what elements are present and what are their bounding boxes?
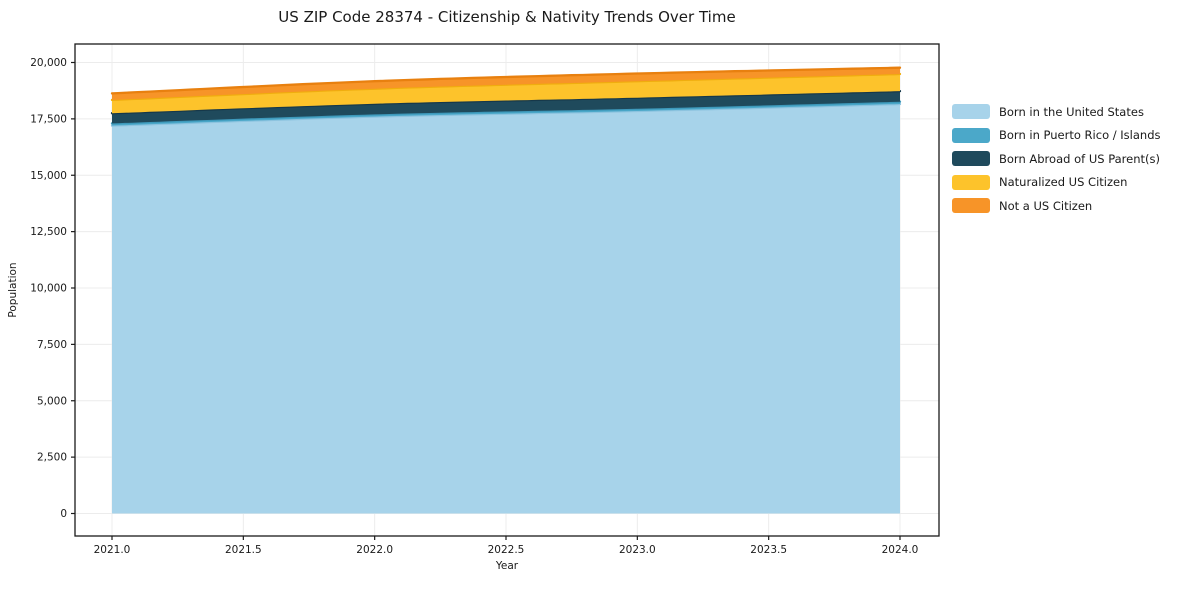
legend-label: Born Abroad of US Parent(s) bbox=[999, 151, 1160, 166]
legend-swatch bbox=[952, 151, 990, 166]
y-tick-label: 15,000 bbox=[30, 170, 67, 182]
area-born-abroad-of-us-parent-s bbox=[112, 91, 900, 124]
legend-label: Born in Puerto Rico / Islands bbox=[999, 128, 1161, 142]
x-axis-label: Year bbox=[495, 560, 519, 572]
y-axis-label: Population bbox=[7, 262, 19, 317]
legend-swatch bbox=[952, 127, 990, 143]
area-not-a-us-citizen bbox=[112, 67, 900, 100]
x-tick-label: 2021.0 bbox=[94, 544, 131, 556]
y-tick-label: 20,000 bbox=[30, 57, 67, 69]
chart-title: US ZIP Code 28374 - Citizenship & Nativi… bbox=[278, 8, 736, 26]
x-tick-label: 2022.0 bbox=[356, 544, 393, 556]
legend-item-not-a-us-citizen: Not a US Citizen bbox=[952, 198, 1161, 213]
legend-swatch bbox=[952, 104, 990, 119]
axes-frame bbox=[74, 43, 940, 537]
legend-swatch bbox=[952, 174, 990, 190]
x-tick-label: 2024.0 bbox=[882, 544, 919, 556]
legend: Born in the United States Born in Puerto … bbox=[952, 104, 1161, 213]
y-tick-label: 10,000 bbox=[30, 283, 67, 295]
legend-item-born-in-puerto-rico-islands: Born in Puerto Rico / Islands bbox=[952, 127, 1161, 143]
area-born-in-the-united-states bbox=[112, 104, 900, 514]
y-tick-label: 2,500 bbox=[37, 452, 67, 464]
legend-item-born-in-the-united-states: Born in the United States bbox=[952, 104, 1161, 119]
edge-line-not-a-us-citizen bbox=[110, 66, 902, 95]
y-tick-label: 5,000 bbox=[37, 395, 67, 407]
x-tick-label: 2023.0 bbox=[619, 544, 656, 556]
x-tick-label: 2023.5 bbox=[750, 544, 787, 556]
legend-swatch bbox=[952, 198, 990, 213]
area-naturalized-us-citizen bbox=[112, 74, 900, 114]
y-tick-label: 0 bbox=[60, 508, 67, 520]
y-tick-label: 17,500 bbox=[30, 113, 67, 125]
x-tick-label: 2021.5 bbox=[225, 544, 262, 556]
legend-label: Naturalized US Citizen bbox=[999, 175, 1128, 189]
legend-item-born-abroad-of-us-parent-s: Born Abroad of US Parent(s) bbox=[952, 151, 1161, 166]
legend-item-naturalized-us-citizen: Naturalized US Citizen bbox=[952, 174, 1161, 190]
legend-label: Born in the United States bbox=[999, 104, 1144, 119]
y-tick-label: 7,500 bbox=[37, 339, 67, 351]
legend-label: Not a US Citizen bbox=[999, 198, 1093, 213]
x-tick-label: 2022.5 bbox=[488, 544, 525, 556]
y-tick-label: 12,500 bbox=[30, 226, 67, 238]
